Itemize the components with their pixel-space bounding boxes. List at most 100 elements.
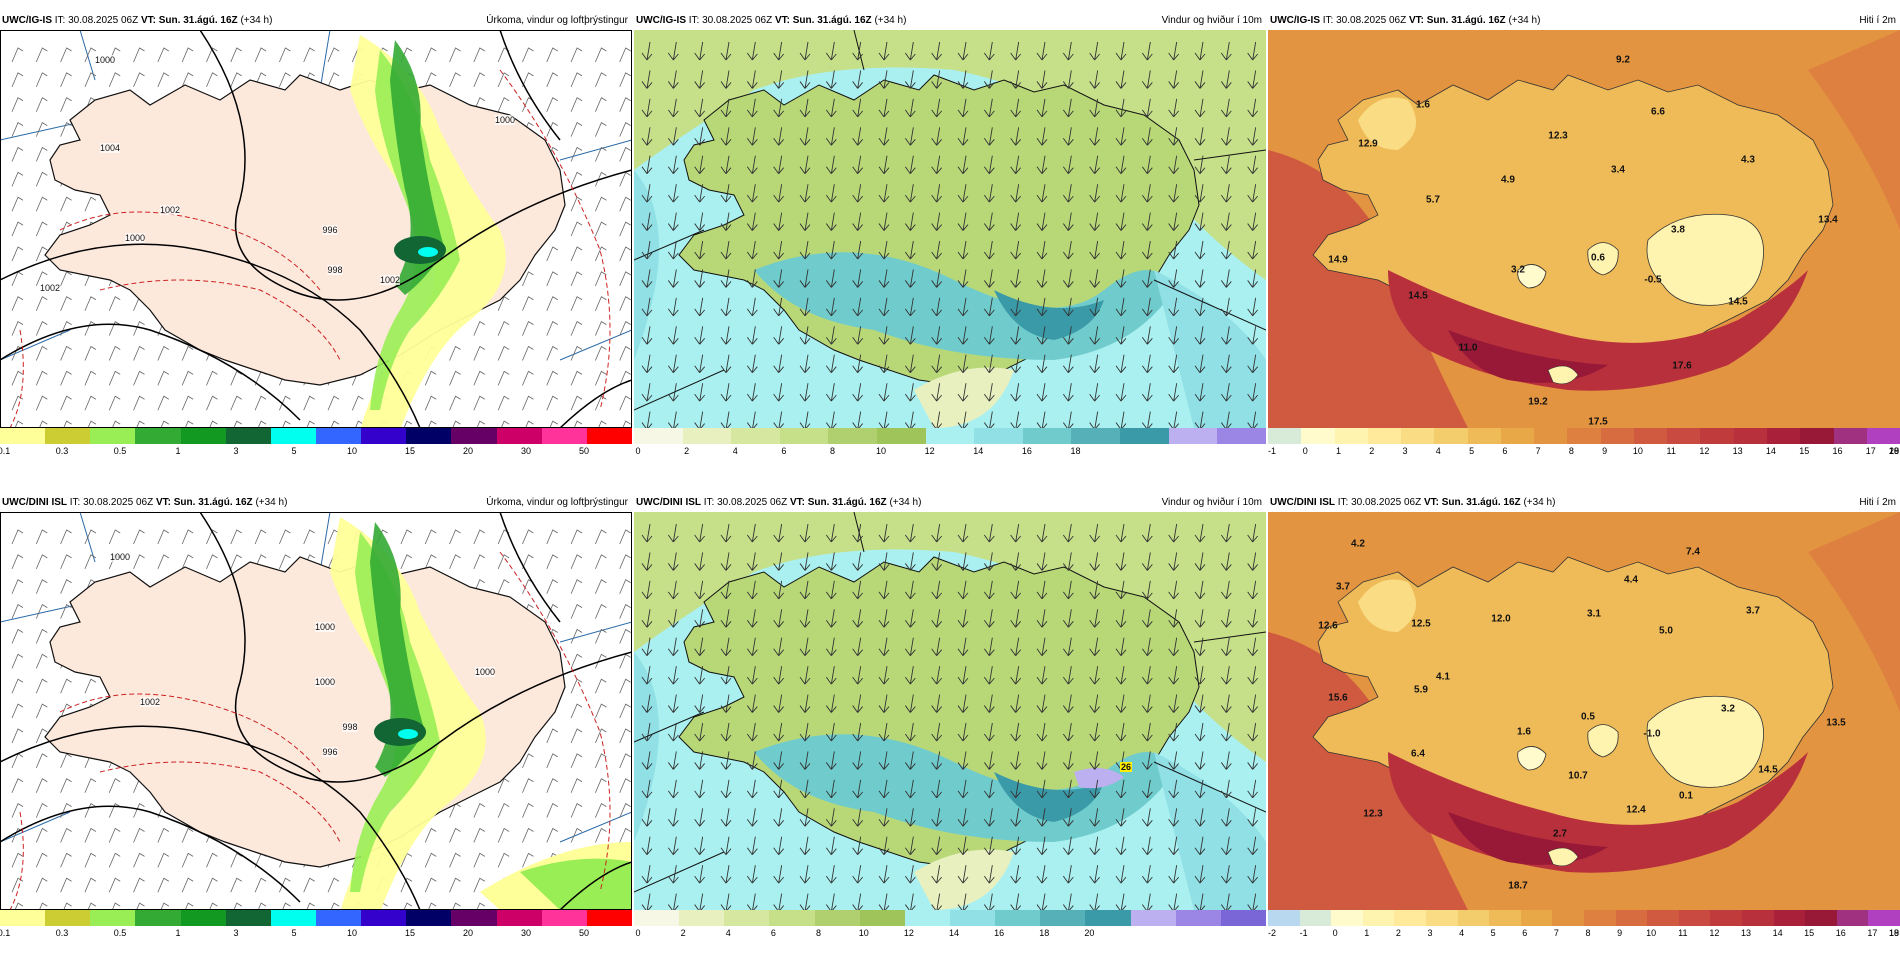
wind-arrow (773, 779, 785, 799)
wind-barb (11, 852, 24, 868)
colorbar-tick-label: 19 (1888, 446, 1900, 456)
wind-arrow (931, 609, 943, 628)
wind-arrow (983, 751, 995, 770)
colorbar-tick-label: 10 (876, 446, 887, 456)
colorbar-swatch (1334, 428, 1368, 444)
wind-barb (157, 554, 170, 570)
wind-arrow (1194, 779, 1206, 799)
wind-arrow (1220, 779, 1232, 799)
panel-header: UWC/DINI ISL IT: 30.08.2025 06Z VT: Sun.… (634, 494, 1266, 512)
wind-arrow (1141, 779, 1153, 799)
wind-arrow (746, 580, 758, 600)
wind-barb (38, 902, 48, 910)
wind-arrow (1115, 354, 1127, 374)
valid-label: VT: (140, 15, 156, 26)
wind-arrow (720, 269, 732, 288)
lead-time: (+34 h) (1508, 15, 1541, 26)
wind-arrow (878, 609, 890, 628)
wind-barb (330, 420, 340, 428)
wind-barb (619, 703, 631, 719)
wind-arrow (878, 893, 890, 910)
wind-barb (522, 271, 534, 287)
temperature-label: 1.6 (1517, 726, 1531, 738)
colorbar-tick-label: 15 (404, 928, 416, 938)
wind-arrow (641, 836, 653, 856)
wind-arrow (1062, 722, 1074, 742)
wind-barb (619, 753, 631, 769)
wind-barb (327, 877, 340, 893)
colorbar-tick-label: 5 (291, 446, 297, 456)
wind-barb (570, 554, 583, 570)
wind-arrow (1168, 240, 1180, 260)
wind-arrow (957, 609, 969, 628)
wind-barb (522, 47, 534, 63)
wind-arrow (1141, 41, 1153, 61)
wind-barb (87, 420, 97, 428)
wind-arrow (931, 779, 943, 799)
wind-arrow (1010, 411, 1022, 428)
wind-arrow (641, 155, 653, 175)
wind-arrow (1062, 297, 1074, 317)
wind-arrow (1010, 552, 1022, 571)
wind-arrow (878, 240, 890, 260)
wind-arrow (1141, 383, 1153, 402)
wind-arrow (641, 41, 653, 61)
wind-arrow (694, 269, 706, 288)
wind-arrow (1089, 836, 1101, 856)
wind-barb (522, 778, 534, 793)
wind-arrow (694, 354, 706, 374)
wind-arrow (1141, 155, 1153, 175)
isobar-label: 1000 (109, 552, 131, 562)
wind-arrow (983, 297, 995, 317)
wind-barb (570, 827, 583, 843)
wind-barb (449, 345, 461, 361)
wind-arrow (852, 580, 864, 600)
wind-arrow (1141, 326, 1153, 345)
wind-barb (570, 246, 583, 262)
wind-barb (133, 370, 145, 386)
colorbar-swatch (225, 428, 271, 444)
temperature-label: 0.5 (1581, 711, 1595, 723)
wind-arrow (1168, 580, 1180, 600)
wind-arrow (878, 552, 890, 571)
wind-barb (327, 72, 340, 88)
wind-barb (11, 171, 24, 187)
wind-barb (522, 296, 534, 311)
colorbar-tick-label: 6 (770, 928, 776, 938)
wind-barb (181, 554, 194, 570)
colorbar-swatch (1457, 910, 1490, 926)
wind-barb (570, 271, 583, 287)
wind-arrow (1010, 98, 1022, 118)
wind-arrow (852, 41, 864, 61)
wind-barb (279, 877, 291, 893)
wind-arrow (825, 722, 837, 742)
wind-barb (279, 529, 291, 545)
wind-barb (181, 395, 194, 411)
colorbar-swatch (1678, 910, 1711, 926)
wind-arrow (1247, 609, 1259, 628)
wind-barb (546, 345, 558, 361)
wind-barb (424, 47, 437, 63)
wind-arrow (1062, 751, 1074, 770)
wind-arrow (667, 808, 679, 827)
wind-arrow (1194, 865, 1206, 884)
wind-barb (84, 72, 97, 88)
wind-arrow (1036, 694, 1048, 713)
wind-arrow (983, 580, 995, 600)
wind-arrow (904, 893, 916, 910)
wind-arrow (1220, 269, 1232, 288)
wind-arrow (852, 70, 864, 89)
wind-barb (473, 877, 486, 893)
wind-arrow (1141, 666, 1153, 685)
wind-arrow (667, 212, 679, 231)
wind-arrow (1247, 552, 1259, 571)
colorbar-tick-label: 14 (973, 446, 984, 456)
wind-barb (11, 321, 24, 336)
wind-arrow (667, 893, 679, 910)
wind-arrow (878, 808, 890, 827)
wind-arrow (694, 893, 706, 910)
wind-arrow (1062, 552, 1074, 571)
wind-arrow (1010, 127, 1022, 146)
wind-arrow (773, 297, 785, 317)
wind-barb (570, 221, 583, 237)
